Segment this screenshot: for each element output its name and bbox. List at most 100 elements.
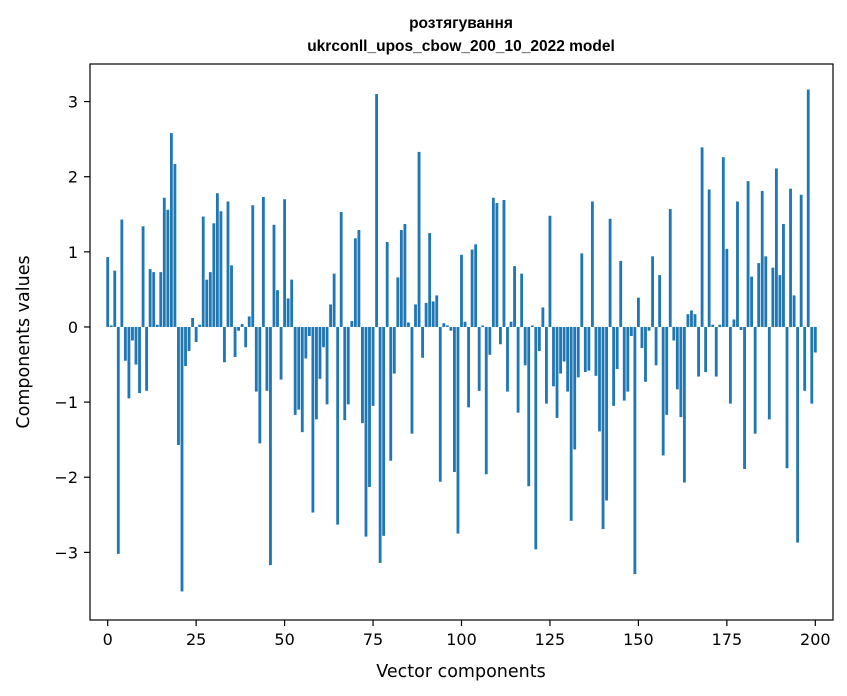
x-tick-label: 25 — [186, 630, 206, 649]
bar — [488, 326, 492, 355]
bar — [283, 199, 287, 327]
bar — [736, 201, 739, 327]
bar — [700, 147, 704, 327]
bar — [598, 326, 601, 432]
bar — [106, 257, 110, 327]
bar — [339, 212, 343, 327]
y-axis-ticks: −3 −2 −1 0 1 2 3 — [54, 93, 90, 562]
bar — [123, 326, 127, 361]
bar — [608, 218, 612, 327]
bar — [619, 260, 623, 327]
bar — [509, 321, 513, 327]
bar — [767, 326, 771, 420]
x-tick-label: 50 — [274, 630, 294, 649]
bar — [739, 326, 743, 330]
y-tick-label: 0 — [68, 318, 78, 337]
bar — [460, 254, 463, 327]
bar — [612, 326, 616, 406]
bar — [569, 326, 573, 521]
bar — [205, 279, 209, 327]
bar — [329, 304, 333, 327]
bar — [785, 326, 789, 469]
bar — [318, 326, 322, 379]
chart-title: розтягування — [409, 15, 513, 32]
bar — [477, 326, 481, 391]
bar — [541, 307, 545, 327]
bar — [230, 265, 233, 327]
bar — [633, 326, 637, 575]
x-tick-label: 125 — [535, 630, 566, 649]
bar — [251, 205, 255, 327]
bar — [704, 326, 708, 373]
bar — [651, 256, 654, 327]
bar — [470, 249, 474, 327]
bar — [516, 326, 520, 413]
bar — [757, 263, 761, 327]
bar — [622, 326, 626, 401]
bar — [226, 201, 230, 327]
bar — [343, 326, 347, 421]
bar — [615, 326, 619, 370]
bar — [562, 326, 566, 362]
bar — [198, 324, 202, 327]
bar — [647, 326, 651, 331]
bar — [495, 203, 499, 327]
bar — [109, 325, 113, 327]
bar — [502, 199, 506, 327]
bar — [697, 326, 700, 377]
bar — [392, 326, 396, 374]
bar — [152, 272, 156, 327]
bar — [357, 230, 361, 327]
bar — [789, 188, 792, 327]
x-tick-label: 175 — [712, 630, 743, 649]
bar — [375, 94, 378, 327]
bar — [548, 215, 552, 327]
bar — [665, 326, 669, 415]
x-tick-label: 150 — [623, 630, 654, 649]
bar — [760, 190, 764, 327]
bar — [304, 326, 308, 359]
bar — [428, 233, 432, 327]
bar — [750, 276, 754, 327]
bar — [265, 326, 269, 391]
bar — [131, 326, 134, 341]
bar-series — [106, 89, 817, 592]
bar — [573, 326, 577, 450]
bar — [180, 326, 184, 592]
bar — [453, 326, 456, 472]
bar — [449, 326, 453, 331]
bar — [191, 317, 195, 327]
bar — [244, 326, 248, 348]
x-axis-ticks: 0 25 50 75 100 125 150 175 200 — [103, 620, 831, 649]
bar — [350, 320, 354, 327]
bar — [396, 277, 400, 327]
y-tick-label: 2 — [68, 168, 78, 187]
bar — [636, 297, 640, 327]
bar — [417, 151, 421, 327]
bar — [116, 326, 120, 554]
bar — [590, 201, 594, 327]
bar — [254, 326, 258, 392]
bar — [555, 326, 559, 418]
bar — [300, 326, 304, 433]
bar — [442, 323, 446, 327]
bar — [661, 326, 665, 456]
bar — [640, 326, 644, 349]
bar — [484, 326, 488, 475]
bar — [155, 324, 159, 327]
bar — [711, 324, 715, 327]
bar — [806, 89, 810, 327]
bar — [113, 270, 117, 327]
bar — [261, 196, 265, 327]
bar — [258, 326, 262, 444]
bar — [332, 273, 336, 327]
bar — [421, 326, 424, 358]
bar — [162, 197, 166, 327]
y-tick-label: −1 — [54, 393, 78, 412]
bar — [385, 242, 389, 327]
bar — [813, 326, 817, 353]
bar — [346, 326, 350, 405]
bar — [626, 326, 630, 392]
bar — [297, 326, 301, 410]
